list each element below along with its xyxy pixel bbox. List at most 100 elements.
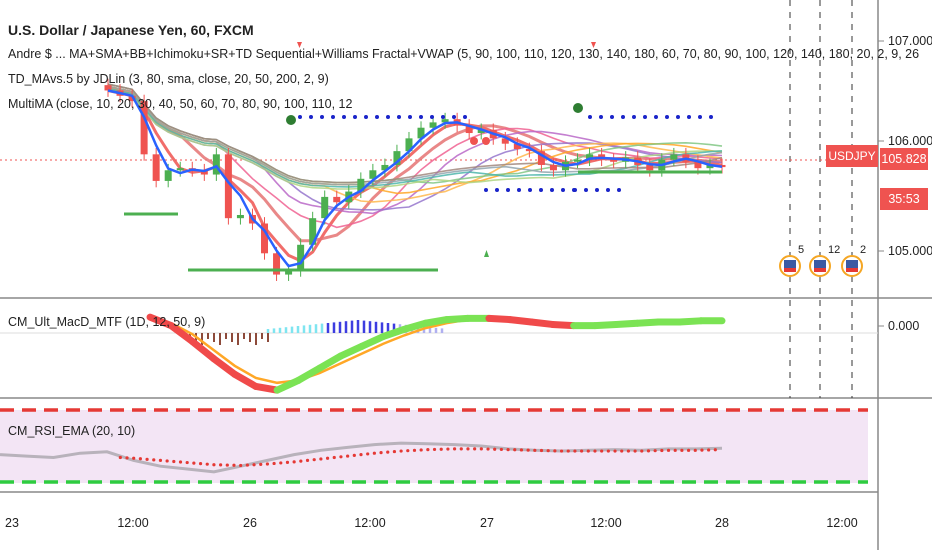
fractal-dot — [588, 115, 592, 119]
time-label: 12:00 — [590, 516, 621, 530]
fractal-dot — [375, 115, 379, 119]
macd-tick: 0.000 — [888, 319, 919, 333]
candle-body — [381, 164, 389, 171]
ma-line — [107, 83, 723, 184]
rsi-ema-dots — [118, 447, 717, 468]
rsi-ema-dot — [259, 462, 263, 466]
time-axis[interactable]: 23 12:00 26 12:00 27 12:00 28 12:00 — [5, 516, 858, 530]
rsi-ema-dot — [426, 448, 430, 452]
rsi-ema-dot — [573, 449, 577, 453]
fractal-dot — [643, 115, 647, 119]
indicator-legend-td-mavs[interactable]: TD_MAvs.5 by JDLin (3, 80, sma, close, 2… — [8, 72, 329, 86]
rsi-ema-dot — [586, 449, 590, 453]
rsi-ema-dot — [172, 459, 176, 464]
rsi-ema-dot — [473, 447, 477, 451]
rsi-ema-dot — [499, 447, 503, 452]
rsi-ema-dot — [332, 455, 336, 460]
fractal-dot — [617, 188, 621, 192]
rsi-ema-dot — [546, 449, 550, 453]
macd-segment — [633, 318, 662, 327]
fractal-dot — [386, 115, 390, 119]
event-count: 2 — [860, 244, 866, 256]
candle-body — [610, 159, 618, 162]
rsi-ema-dot — [379, 451, 383, 455]
candle-body — [200, 170, 208, 175]
economic-event-flags[interactable]: 5 12 2 — [779, 244, 866, 277]
fractal-dot — [397, 115, 401, 119]
rsi-ema-dot — [526, 448, 530, 452]
fractal-dot — [550, 188, 554, 192]
macd-segment — [315, 352, 345, 372]
macd-segment — [527, 318, 557, 328]
candle-body — [369, 170, 377, 179]
candle-body — [670, 154, 678, 160]
candle-body — [477, 129, 485, 134]
candle-body — [537, 151, 545, 165]
fractal-dot — [342, 115, 346, 119]
macd-segment — [294, 364, 323, 384]
main-price-pane[interactable] — [0, 0, 878, 298]
rsi-ema-dot — [372, 451, 376, 455]
rsi-ema-dot — [613, 449, 617, 453]
fractal-dot — [506, 188, 510, 192]
rsi-ema-dot — [466, 447, 470, 451]
candle-body — [309, 218, 317, 245]
rsi-ema-dot — [673, 448, 677, 452]
rsi-ema-dot — [319, 457, 323, 461]
rsi-ema-dot — [559, 449, 564, 453]
macd-segment — [443, 314, 472, 324]
rsi-ema-dot — [205, 462, 209, 466]
macd-segment — [400, 319, 429, 333]
fractal-dot — [584, 188, 588, 192]
time-label: 12:00 — [117, 516, 148, 530]
candle-body — [586, 154, 594, 160]
fractal-dot — [452, 115, 456, 119]
macd-segment — [549, 320, 578, 330]
fractal-dot — [621, 115, 625, 119]
fractal-dot — [561, 188, 565, 192]
indicator-legend-andre[interactable]: Andre $ ... MA+SMA+BB+Ichimoku+SR+TD Seq… — [8, 47, 920, 61]
macd-segment — [337, 342, 366, 360]
indicator-legend-multima[interactable]: MultiMA (close, 10, 20, 30, 40, 50, 60, … — [8, 97, 353, 111]
flag-canton — [846, 260, 858, 268]
macd-segment — [188, 337, 218, 363]
candle-body — [261, 223, 269, 254]
fractal-dot — [528, 188, 532, 192]
rsi-legend[interactable]: CM_RSI_EMA (20, 10) — [8, 424, 136, 438]
fractal-dot — [665, 115, 669, 119]
fractal-dot — [320, 115, 324, 119]
rsi-ema-dot — [145, 457, 149, 461]
candle-body — [441, 119, 449, 123]
rsi-ema-dot — [626, 449, 631, 453]
flag-stripes — [814, 268, 826, 272]
candle-body — [525, 149, 533, 152]
rsi-ema-dot — [707, 448, 711, 452]
ma-line — [107, 87, 723, 188]
fractal-dot — [595, 188, 599, 192]
macd-segment — [358, 333, 387, 350]
candle-body — [417, 127, 425, 139]
rsi-ema-dot — [285, 460, 290, 464]
macd-segment — [167, 322, 196, 345]
fractal-dot — [419, 115, 423, 119]
rsi-ema-dot — [312, 458, 316, 462]
ma-line — [107, 89, 723, 190]
rsi-ema-dot — [553, 449, 557, 453]
signal-markers — [286, 42, 596, 257]
candle-body — [140, 101, 148, 155]
macd-legend[interactable]: CM_Ult_MacD_MTF (1D, 12, 50, 9) — [8, 315, 206, 329]
fractal-dot — [610, 115, 614, 119]
macd-segment — [146, 313, 175, 330]
rsi-ema-dot — [633, 449, 637, 453]
rsi-ema-dot — [192, 461, 196, 465]
candle-body — [273, 253, 281, 275]
candle-body — [513, 143, 521, 149]
rsi-ema-dot — [593, 449, 597, 453]
candle-body — [224, 154, 232, 219]
price-scale[interactable]: 107.000 106.000 105.000 0.000 — [878, 34, 932, 333]
rsi-ema-dot — [178, 460, 183, 464]
candle-body — [212, 154, 220, 175]
macd-segment — [421, 316, 451, 327]
candle-body — [574, 159, 582, 162]
